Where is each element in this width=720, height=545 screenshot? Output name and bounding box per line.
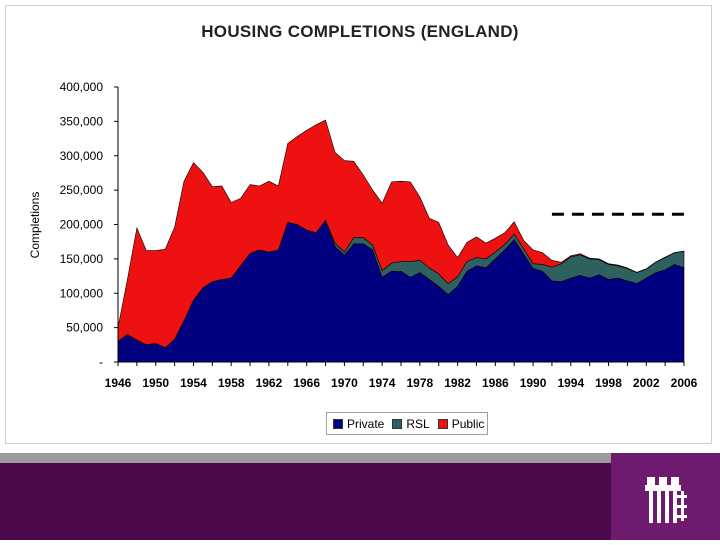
plot-area [117, 87, 685, 363]
legend: Private RSL Public [326, 412, 488, 435]
legend-swatch-rsl [392, 418, 403, 429]
x-tick-label: 1946 [105, 376, 132, 390]
footer-band-grey [0, 453, 720, 463]
x-tick-label: 1962 [256, 376, 283, 390]
legend-label-private: Private [347, 416, 385, 431]
hbf-logo [611, 453, 720, 540]
y-tick-label: 100,000 [60, 286, 104, 300]
legend-item-rsl: RSL [392, 416, 430, 431]
y-tick-label: 400,000 [60, 80, 104, 94]
x-axis: 1946 1950 1954 1958 1962 1966 1970 1974 1978 1982… [105, 361, 698, 390]
y-tick-label: 200,000 [60, 218, 104, 232]
area-series-public [117, 119, 685, 348]
legend-swatch-public [437, 418, 448, 429]
legend-label-public: Public [451, 416, 485, 431]
y-tick-label: 150,000 [60, 252, 104, 266]
x-tick-label: 1966 [293, 376, 320, 390]
x-tick-label: 1958 [218, 376, 245, 390]
x-tick-label: 1970 [331, 376, 358, 390]
x-tick-label: 1978 [407, 376, 434, 390]
x-tick-label: 1990 [520, 376, 547, 390]
x-tick-label: 2002 [633, 376, 660, 390]
y-tick-label: 300,000 [60, 149, 104, 163]
y-tick-label: 350,000 [60, 114, 104, 128]
y-axis: - 50,000 100,000 150,000 200,000 250,000 300,0… [60, 80, 119, 369]
x-tick-label: 1982 [444, 376, 471, 390]
footer-band-purple [0, 463, 720, 540]
y-tick-label: - [99, 355, 103, 369]
chart-title: HOUSING COMPLETIONS (ENGLAND) [201, 22, 519, 41]
y-tick-label: 50,000 [66, 321, 103, 335]
legend-item-public: Public [437, 416, 485, 431]
x-tick-label: 1954 [180, 376, 207, 390]
y-axis-label: Completions [28, 192, 42, 259]
legend-swatch-private [333, 418, 343, 429]
castle-logo-icon [645, 477, 687, 523]
x-tick-label: 1986 [482, 376, 509, 390]
y-tick-label: 250,000 [60, 183, 104, 197]
area-chart: - 50,000 100,000 150,000 200,000 250,000 300,0… [28, 80, 698, 390]
x-tick-label: 1998 [595, 376, 622, 390]
x-tick-label: 1974 [369, 376, 396, 390]
legend-item-private: Private [333, 417, 384, 431]
legend-label-rsl: RSL [406, 416, 430, 431]
x-tick-label: 1950 [142, 376, 169, 390]
x-tick-label: 2006 [671, 376, 698, 390]
x-tick-label: 1994 [557, 376, 584, 390]
